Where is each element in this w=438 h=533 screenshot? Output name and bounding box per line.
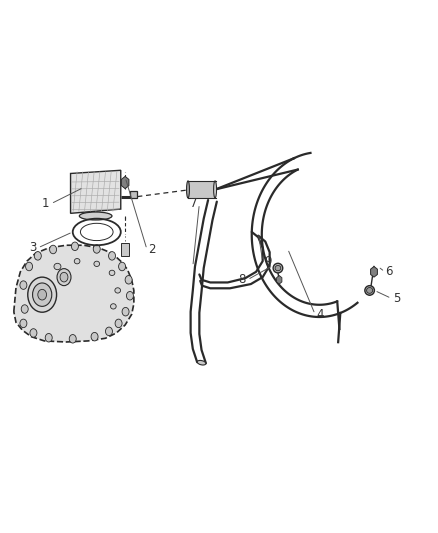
Circle shape bbox=[119, 262, 126, 271]
Circle shape bbox=[125, 276, 132, 284]
Circle shape bbox=[20, 319, 27, 328]
Circle shape bbox=[34, 252, 41, 260]
Ellipse shape bbox=[187, 181, 190, 198]
Ellipse shape bbox=[34, 281, 42, 288]
Circle shape bbox=[21, 305, 28, 313]
Circle shape bbox=[109, 252, 116, 260]
Polygon shape bbox=[71, 170, 121, 213]
Circle shape bbox=[20, 281, 27, 289]
Circle shape bbox=[28, 277, 57, 312]
Circle shape bbox=[91, 333, 98, 341]
Circle shape bbox=[25, 262, 32, 271]
Ellipse shape bbox=[54, 263, 61, 270]
Text: 7: 7 bbox=[191, 197, 198, 211]
Bar bbox=[131, 191, 138, 198]
Bar bbox=[121, 243, 129, 256]
Ellipse shape bbox=[197, 360, 206, 365]
Ellipse shape bbox=[109, 270, 115, 276]
Circle shape bbox=[127, 292, 134, 300]
Text: 5: 5 bbox=[393, 292, 400, 305]
Circle shape bbox=[49, 245, 57, 254]
Text: 8: 8 bbox=[238, 273, 246, 286]
Circle shape bbox=[32, 283, 52, 306]
Polygon shape bbox=[371, 266, 378, 277]
Circle shape bbox=[60, 272, 68, 282]
Text: 3: 3 bbox=[29, 241, 36, 254]
Ellipse shape bbox=[81, 223, 113, 240]
Circle shape bbox=[115, 319, 122, 328]
Ellipse shape bbox=[214, 181, 216, 198]
Ellipse shape bbox=[110, 304, 116, 309]
Polygon shape bbox=[277, 276, 282, 284]
Polygon shape bbox=[121, 176, 129, 189]
Circle shape bbox=[57, 269, 71, 286]
Circle shape bbox=[93, 245, 100, 253]
Ellipse shape bbox=[79, 212, 112, 220]
Text: 6: 6 bbox=[385, 265, 393, 278]
Circle shape bbox=[38, 289, 46, 300]
Circle shape bbox=[30, 329, 37, 337]
Ellipse shape bbox=[367, 287, 373, 293]
Text: 9: 9 bbox=[264, 255, 272, 268]
Ellipse shape bbox=[273, 263, 283, 273]
Circle shape bbox=[69, 335, 76, 343]
Ellipse shape bbox=[365, 286, 374, 295]
Circle shape bbox=[71, 242, 78, 251]
Ellipse shape bbox=[115, 288, 120, 293]
Circle shape bbox=[106, 327, 113, 336]
Ellipse shape bbox=[94, 261, 99, 266]
Ellipse shape bbox=[74, 259, 80, 264]
Text: 1: 1 bbox=[42, 197, 49, 211]
Circle shape bbox=[122, 308, 129, 316]
Text: 4: 4 bbox=[317, 308, 324, 321]
Text: 2: 2 bbox=[148, 243, 156, 256]
Circle shape bbox=[45, 334, 52, 342]
Ellipse shape bbox=[275, 265, 281, 271]
Bar bbox=[187, 181, 215, 198]
Polygon shape bbox=[14, 245, 134, 342]
